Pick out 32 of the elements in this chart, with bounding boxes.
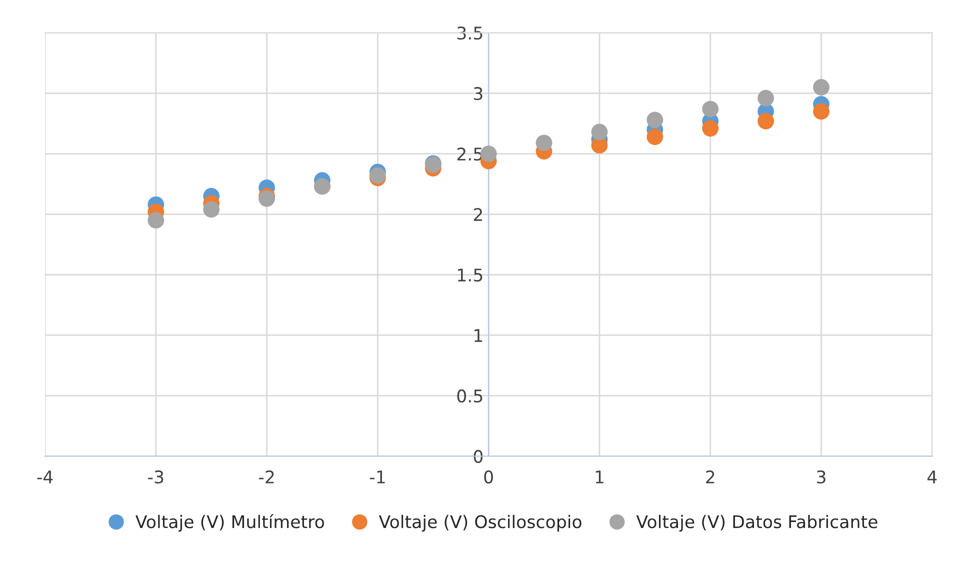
point — [758, 112, 774, 130]
y-tick-label: 1 — [474, 329, 482, 342]
point — [813, 103, 830, 120]
x-tick-label: 3 — [817, 470, 826, 484]
y-tick-label: 0 — [474, 450, 483, 464]
x-tick-label: -2 — [258, 470, 274, 484]
point — [148, 212, 164, 229]
point — [646, 112, 664, 128]
point — [813, 79, 830, 96]
y-tick-label: 3.5 — [457, 26, 482, 40]
point — [536, 134, 552, 152]
legend-label: Voltaje (V) Multímetro — [135, 514, 324, 532]
point — [203, 201, 220, 218]
x-tick-label: 1 — [596, 470, 604, 484]
y-tick-label: 1.5 — [458, 268, 482, 282]
x-tick-label: -3 — [148, 470, 164, 484]
x-tick-label: 0 — [484, 470, 493, 484]
point — [702, 120, 719, 137]
x-tick-label: 2 — [706, 470, 714, 484]
y-tick-label: 3 — [474, 87, 482, 100]
x-tick-label: -1 — [370, 470, 385, 484]
y-tick-label: 2 — [474, 208, 482, 221]
legend-label: Voltaje (V) Osciloscopio — [378, 514, 582, 532]
legend-label: Voltaje (V) Datos Fabricante — [636, 514, 878, 532]
point — [702, 100, 719, 118]
point — [758, 90, 774, 106]
point — [646, 128, 664, 146]
x-tick-label: 4 — [927, 470, 937, 484]
x-tick-label: -4 — [37, 470, 53, 484]
point — [480, 146, 497, 162]
y-tick-label: 0.5 — [457, 389, 482, 403]
point — [591, 124, 608, 140]
